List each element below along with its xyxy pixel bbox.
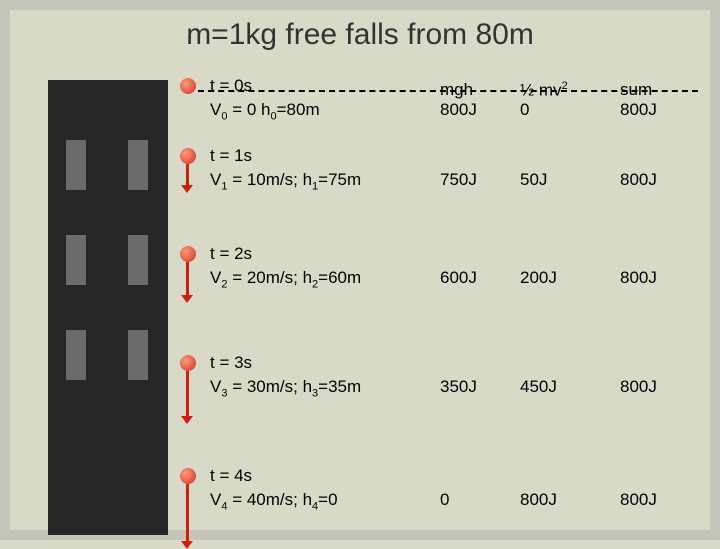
energy-value-mgh: 800J [440,100,477,120]
falling-ball [180,148,196,164]
velocity-arrow [186,371,189,417]
energy-value-mgh: 750J [440,170,477,190]
energy-value-sum: 800J [620,377,657,397]
col-header-ke: ½ mv2 [520,80,568,101]
page-title: m=1kg free falls from 80m [10,10,710,60]
time-label: t = 0s [210,76,252,96]
state-label: V3 = 30m/s; h3=35m [210,377,361,399]
falling-ball [180,246,196,262]
state-label: V2 = 20m/s; h2=60m [210,268,361,290]
time-label: t = 1s [210,146,252,166]
energy-value-mgh: 350J [440,377,477,397]
time-label: t = 4s [210,466,252,486]
building-window [128,235,148,285]
energy-value-ke: 450J [520,377,557,397]
state-label: V1 = 10m/s; h1=75m [210,170,361,192]
state-label: V0 = 0 h0=80m [210,100,320,122]
energy-value-sum: 800J [620,490,657,510]
energy-value-sum: 800J [620,100,657,120]
time-label: t = 3s [210,353,252,373]
falling-ball [180,355,196,371]
velocity-arrow [186,262,189,296]
building-window [128,330,148,380]
energy-value-sum: 800J [620,170,657,190]
energy-value-ke: 200J [520,268,557,288]
time-label: t = 2s [210,244,252,264]
velocity-arrow [186,484,189,542]
energy-value-sum: 800J [620,268,657,288]
building-window [128,140,148,190]
velocity-arrow [186,164,189,186]
energy-value-ke: 0 [520,100,529,120]
building-window [66,330,86,380]
col-header-sum: sum [620,80,652,100]
building-window [66,235,86,285]
energy-value-ke: 800J [520,490,557,510]
energy-value-mgh: 600J [440,268,477,288]
col-header-mgh: mgh [440,80,473,100]
falling-ball [180,78,196,94]
building-window [66,140,86,190]
energy-value-mgh: 0 [440,490,449,510]
falling-ball [180,468,196,484]
energy-value-ke: 50J [520,170,547,190]
state-label: V4 = 40m/s; h4=0 [210,490,338,512]
